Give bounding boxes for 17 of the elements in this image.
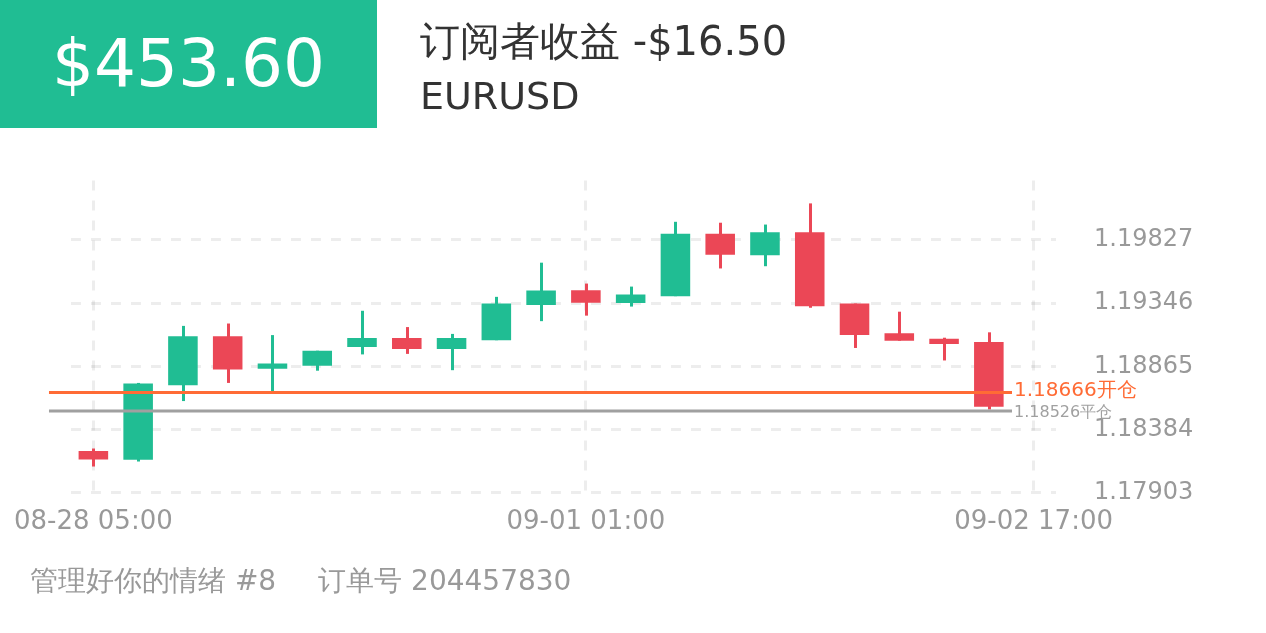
x-tick-label: 09-02 17:00 <box>954 505 1113 536</box>
chart-subtitle: EURUSD <box>420 74 580 118</box>
x-tick-label: 09-01 01:00 <box>506 505 666 536</box>
ref-line-label: 1.18666开仓 <box>1014 376 1137 401</box>
text: $453.60 <box>0 0 377 128</box>
text: 管理好你的情绪 #8 <box>30 564 277 597</box>
candlestick <box>347 309 377 355</box>
text: 订单号 204457830 <box>318 564 572 597</box>
candlestick <box>929 337 959 361</box>
y-tick-label: 1.19346 <box>1094 287 1194 316</box>
chart-title: 订阅者收益 -$16.50 <box>420 17 788 66</box>
x-tick-label: 08-28 05:00 <box>14 505 173 536</box>
y-tick-label: 1.18865 <box>1094 350 1194 379</box>
candlestick <box>78 448 109 467</box>
candlestick <box>257 335 288 392</box>
y-tick-label: 1.17903 <box>1094 477 1194 506</box>
y-tick-label: 1.19827 <box>1094 224 1194 253</box>
